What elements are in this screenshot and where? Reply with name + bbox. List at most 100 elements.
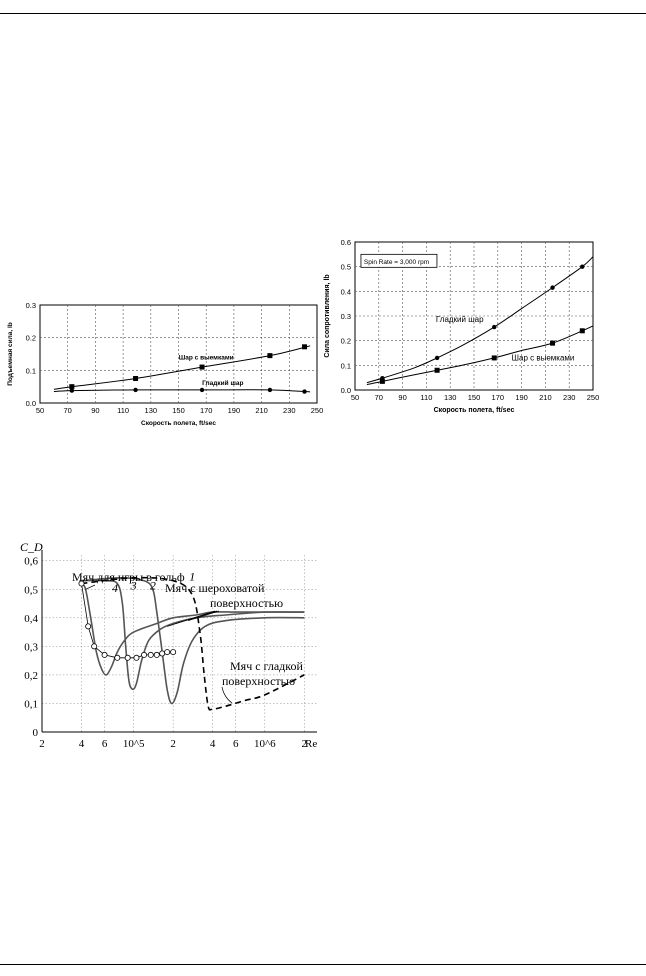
x-tick-label: 4 — [210, 738, 216, 750]
x-tick-label: 250 — [311, 406, 324, 415]
x-tick-label: 210 — [539, 393, 552, 402]
x-tick-label: 6 — [102, 738, 108, 750]
golf-ball-point — [170, 649, 177, 656]
x-tick-label: 6 — [233, 738, 239, 750]
x-tick-label: 10^5 — [123, 738, 145, 750]
annotation-box — [360, 253, 438, 268]
x-tick-label: 90 — [91, 406, 99, 415]
series-label-smooth: Гладкий шар — [202, 379, 243, 387]
x-tick-label: 10^6 — [254, 738, 276, 750]
golf-ball-point — [114, 654, 121, 661]
x-tick-label: 70 — [64, 406, 72, 415]
data-point-circle — [492, 324, 497, 330]
x-tick-label: 170 — [492, 393, 505, 402]
rough-ball-label-1: Мяч с шероховатой — [165, 581, 265, 595]
y-axis-label: Подъемная сила, lb — [7, 322, 14, 386]
curve-number-label: 1 — [189, 570, 195, 584]
x-tick-label: 150 — [172, 406, 185, 415]
x-tick-label: 2 — [170, 738, 176, 750]
golf-ball-point — [124, 654, 131, 661]
x-tick-label: 230 — [283, 406, 296, 415]
data-point-circle — [69, 388, 75, 393]
y-tick-label: 0,6 — [24, 556, 38, 568]
lift-force-chart: 50 70 90 110 130 150 170 190 210 230 250 0.0 0.1 0.2 0… — [7, 301, 323, 427]
data-point-circle — [302, 389, 307, 394]
x-tick-label: 150 — [468, 393, 481, 402]
x-tick-label: 210 — [255, 406, 268, 415]
x-tick-label: 110 — [420, 393, 432, 402]
golf-ball-point — [164, 649, 171, 656]
y-tick-label: 0.3 — [26, 301, 36, 310]
x-tick-label: 190 — [228, 406, 241, 415]
data-point-square — [491, 355, 497, 361]
golf-ball-point — [141, 651, 148, 658]
y-tick-label: 0,4 — [24, 613, 38, 625]
data-point-circle — [580, 264, 585, 269]
data-point-square — [199, 364, 205, 370]
data-point-square — [579, 328, 585, 334]
data-point-circle — [267, 387, 273, 393]
x-tick-label: 250 — [587, 393, 600, 402]
y-tick-label: 0 — [33, 727, 39, 739]
y-tick-label: 0.1 — [341, 361, 351, 370]
y-axis-label: C_D — [20, 540, 43, 554]
x-axis-label: Re — [305, 738, 317, 750]
data-point-circle — [133, 387, 138, 393]
x-tick-label: 4 — [79, 738, 85, 750]
x-tick-label: 110 — [117, 406, 129, 415]
x-axis-label: Скорость полета, ft/sec — [434, 407, 515, 414]
y-tick-label: 0.0 — [26, 399, 36, 408]
x-tick-label: 130 — [145, 406, 158, 415]
x-tick-label: 2 — [39, 738, 45, 750]
x-tick-label: 170 — [200, 406, 213, 415]
curve-4 — [80, 582, 305, 676]
y-tick-label: 0.3 — [341, 312, 351, 321]
series-label-dimpled: Шар с выемками — [179, 355, 234, 362]
bottom-rule — [0, 964, 646, 965]
annotation-spin-rate: Spin Rate = 3,000 rpm — [364, 259, 429, 266]
y-tick-label: 0.4 — [341, 287, 351, 296]
x-tick-label: 130 — [444, 393, 457, 402]
y-tick-label: 0,3 — [24, 641, 38, 653]
y-tick-label: 0.2 — [341, 337, 351, 346]
rough-ball-pointer — [175, 610, 218, 624]
drag-force-chart: 50 70 90 110 130 150 170 190 210 230 250 0.0 0.1 0.2 0… — [324, 238, 600, 414]
golf-ball-pointer — [85, 584, 96, 590]
data-point-square — [379, 378, 385, 384]
series-line — [366, 256, 594, 384]
data-point-circle — [434, 355, 440, 361]
y-tick-label: 0,2 — [24, 670, 38, 682]
curve-2 — [81, 576, 305, 705]
golf-ball-point — [147, 651, 154, 658]
data-point-square — [550, 340, 556, 346]
data-point-circle — [550, 285, 555, 290]
y-tick-label: 0.6 — [341, 238, 351, 247]
x-axis-label: Скорость полета, ft/sec — [141, 420, 216, 427]
y-tick-label: 0.0 — [341, 386, 351, 395]
golf-ball-point — [133, 654, 140, 661]
data-point-square — [434, 367, 440, 373]
x-tick-label: 50 — [351, 393, 359, 402]
curve-number-label: 4 — [112, 581, 118, 595]
data-point-square — [69, 384, 75, 390]
golf-ball-point — [101, 651, 108, 658]
top-rule — [0, 13, 646, 14]
x-tick-label: 50 — [36, 406, 44, 415]
smooth-ball-label-2: поверхностью — [222, 674, 295, 688]
golf-ball-point — [91, 643, 98, 650]
x-tick-label: 90 — [398, 393, 406, 402]
data-point-square — [133, 376, 139, 381]
series-line — [366, 325, 594, 386]
curve-1 — [81, 576, 305, 711]
golf-ball-label: Мяч для игры в гольф — [72, 570, 185, 584]
drag-coefficient-chart: 00,10,20,30,40,50,62 4 6 10^5 2 4 6 10^6 2ReC_D4… — [20, 540, 317, 750]
y-tick-label: 0.1 — [26, 366, 36, 375]
smooth-ball-pointer — [221, 686, 233, 704]
y-tick-label: 0,1 — [24, 698, 38, 710]
golf-ball-point — [85, 623, 92, 630]
rough-ball-label-2: поверхностью — [210, 596, 283, 610]
y-tick-label: 0.2 — [26, 334, 36, 343]
x-tick-label: 70 — [375, 393, 383, 402]
data-point-square — [267, 353, 273, 359]
series-label-dimpled: Шар с выемками — [512, 353, 575, 362]
